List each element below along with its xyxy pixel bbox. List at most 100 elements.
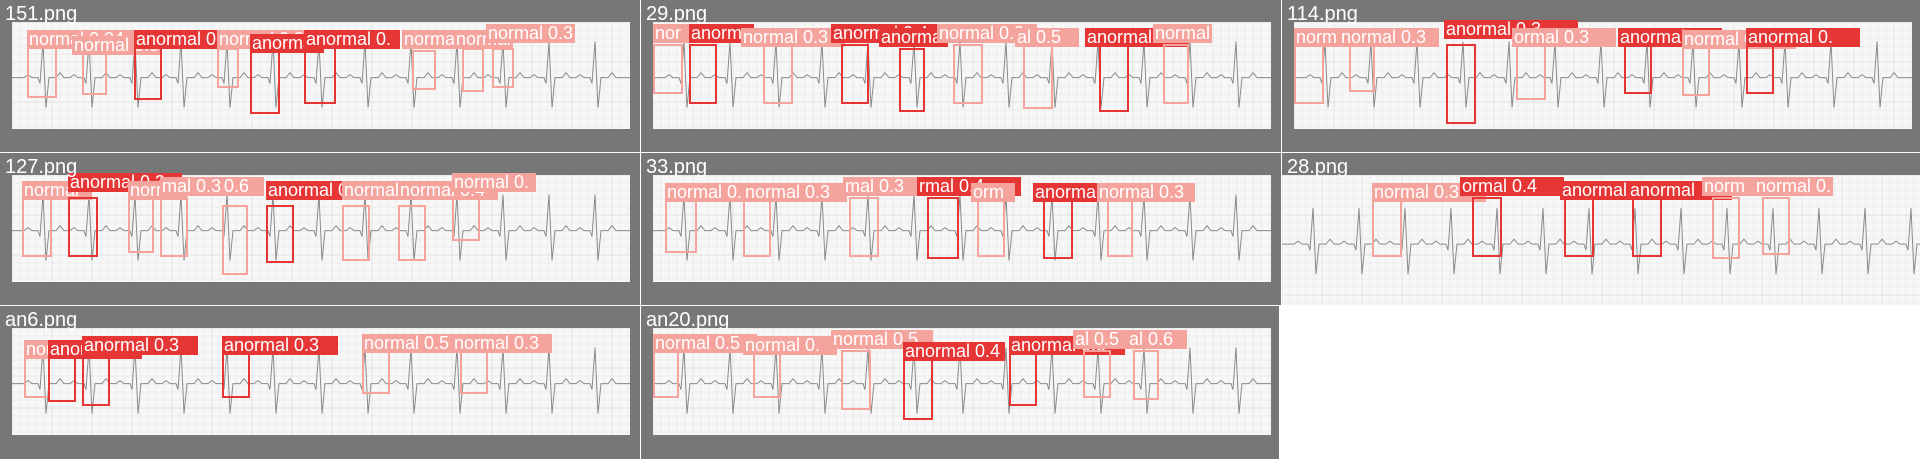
detection-label: normal [1153,23,1213,43]
detection-box [927,197,959,259]
tile-filename: an20.png [646,309,730,331]
detection-box [1009,350,1037,406]
detection-box [342,205,370,261]
detection-label: norm [1294,28,1348,47]
detection-box [362,346,390,394]
detection-label: orm [971,183,1015,202]
detection-box [1746,44,1774,94]
detection-box [1762,197,1790,255]
detection-label: nor [653,24,697,43]
detection-label: normal 0.3 [1372,183,1486,202]
ecg-grid-paper [12,175,630,282]
detection-label: anormal [1033,183,1105,202]
detection-label: normal 0.3 [741,28,845,47]
detection-box [1023,44,1053,109]
detection-label: normal 0.3 [1339,28,1439,47]
tile-filename: 33.png [646,156,708,178]
detection-box [653,44,683,94]
detection-box [22,197,52,257]
detection-box [217,48,239,88]
detection-box [460,346,488,394]
detection-box [899,48,925,112]
detection-box [1099,44,1129,112]
detection-label: normal 0.3 [1097,183,1195,202]
detection-box [134,44,162,100]
detection-box [1083,350,1111,398]
detection-label: 0.6 [222,177,264,196]
detection-label: anorma [689,23,755,43]
result-tile: normal anormal 0.3 normal mal 0.3 0.6 anormal… [0,153,640,305]
detection-label: normal 0. [452,173,536,192]
detection-label: normal 0.5 [362,334,460,353]
detection-label: normal 0.3 [486,23,576,43]
detection-box [68,197,98,257]
detection-box [492,48,514,88]
detection-box [743,197,771,257]
detection-box [1294,44,1324,104]
detection-label: mal 0.3 [843,177,927,196]
detection-label: anormal 0. [304,30,400,49]
detection-label: al 0.5 [1015,28,1079,47]
detection-label: anormal [879,27,949,47]
detection-box [1349,44,1375,92]
detection-label: anormal 0.3 [222,336,338,355]
detection-label: anormal 0. [1746,28,1860,47]
detection-box [304,44,336,104]
detection-label: ormal 0.3 [1512,28,1616,47]
detection-label: anormal 0.3 [82,336,198,355]
tile-filename: 127.png [5,156,78,178]
detection-label: normal [22,181,92,200]
detection-label: normal 0. [743,336,837,355]
tile-filename: 151.png [5,3,78,25]
detection-box [665,197,697,253]
detection-box [398,205,426,261]
detection-box [266,205,294,263]
detection-box [462,48,484,92]
detection-box [841,350,871,410]
detection-box [763,44,793,104]
detection-box [1682,44,1710,96]
tile-filename: 28.png [1287,156,1349,178]
detection-box [222,350,250,398]
detection-box [1372,197,1402,257]
detection-box [1712,197,1740,259]
detection-box [128,197,154,253]
detection-box [222,205,248,275]
detection-box [82,350,110,406]
detection-label: al 0.6 [1127,330,1187,349]
detection-label: ormal 0.4 [1460,177,1564,196]
detection-box [653,350,679,398]
detection-box [841,44,869,104]
detection-box [1163,44,1189,104]
detection-label: normal 0. [665,183,747,202]
detection-label: normal 0.3 [937,24,1037,43]
detection-box [689,44,717,104]
detection-label: normal 0. [1754,176,1834,196]
detection-box [953,44,983,104]
detection-box [849,197,879,257]
detection-label: normal 0.3 [452,334,552,353]
detection-box [1516,44,1546,100]
detection-box [452,197,480,241]
detection-box [977,197,1005,257]
result-tile: normal 0. normal 0.3 mal 0.3 rmal 0.4 orm ano… [641,153,1281,305]
detection-box [1107,197,1133,257]
detection-label: anormal 0.4 [903,342,1005,361]
detection-box [1624,44,1652,94]
detection-box [412,50,436,90]
result-tile: norm normal 0.3 anormal 0.3 ormal 0.3 anorma… [1282,0,1920,152]
ecg-trace [1282,208,1920,275]
detection-box [1446,44,1476,124]
result-tile: normal 0.5 normal 0. normal 0.5 anormal 0.4… [641,306,1279,459]
detection-label: norm [1702,177,1756,196]
tile-filename: an6.png [5,309,78,331]
result-tile: normal 0.3 ormal 0.4 anormal anormal norm nor… [1282,153,1920,305]
detection-box [250,44,280,114]
detection-box [1472,197,1502,257]
detection-box [1043,197,1073,259]
detection-box [82,50,107,95]
ecg-strip-image [12,175,630,282]
